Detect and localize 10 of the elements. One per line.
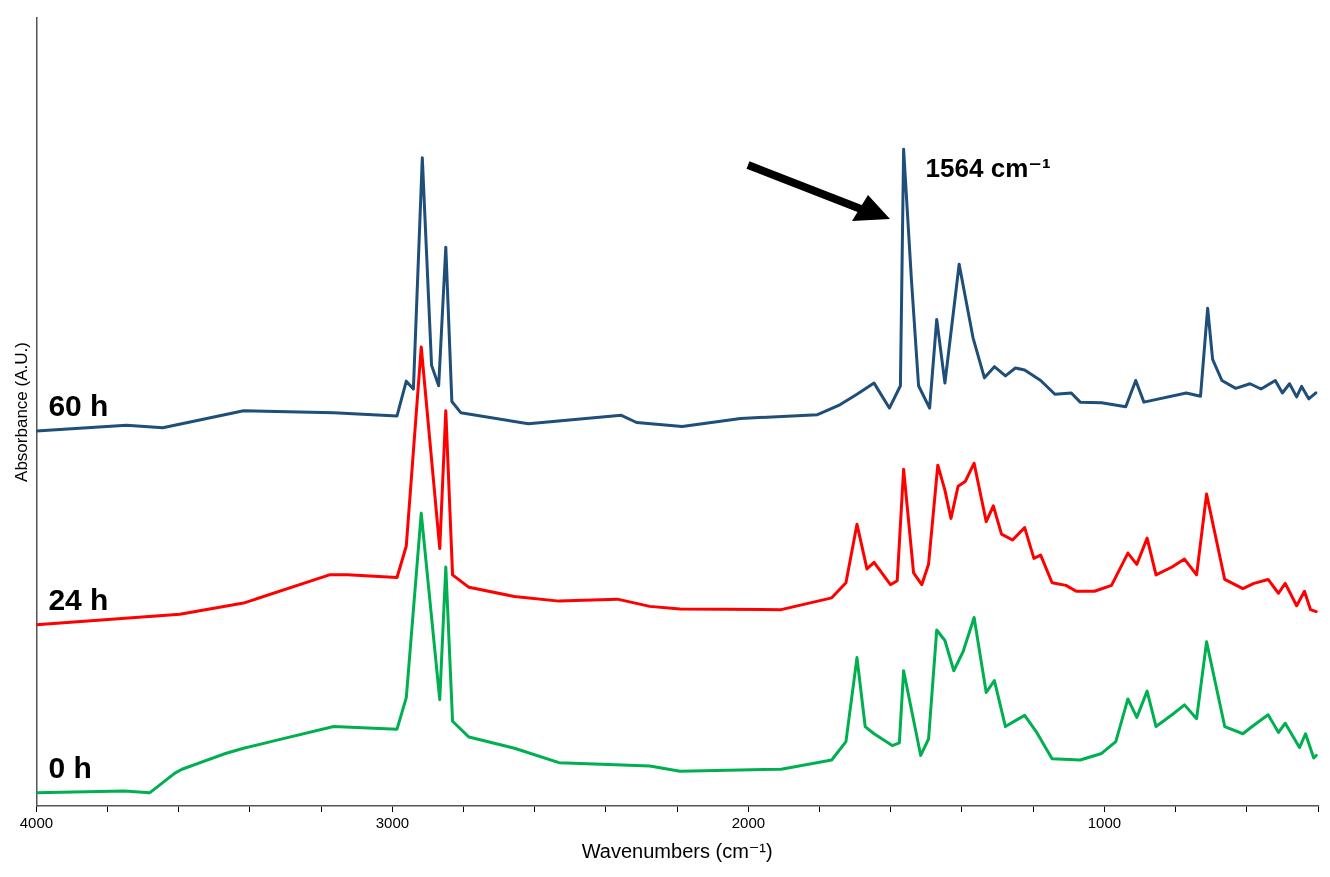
series-label: 0 h bbox=[48, 751, 92, 785]
y-axis-title: Absorbance (A.U.) bbox=[11, 342, 31, 482]
x-tick-label: 3000 bbox=[375, 814, 410, 832]
annotation: 1564 cm⁻¹ bbox=[925, 152, 1051, 183]
x-axis-title: Wavenumbers (cm⁻¹) bbox=[581, 839, 773, 862]
series-label: 24 h bbox=[48, 583, 109, 617]
series-label: 60 h bbox=[48, 389, 109, 423]
x-tick-label: 2000 bbox=[731, 814, 766, 832]
x-tick-label: 1000 bbox=[1087, 814, 1122, 832]
x-tick-label: 4000 bbox=[19, 814, 54, 832]
